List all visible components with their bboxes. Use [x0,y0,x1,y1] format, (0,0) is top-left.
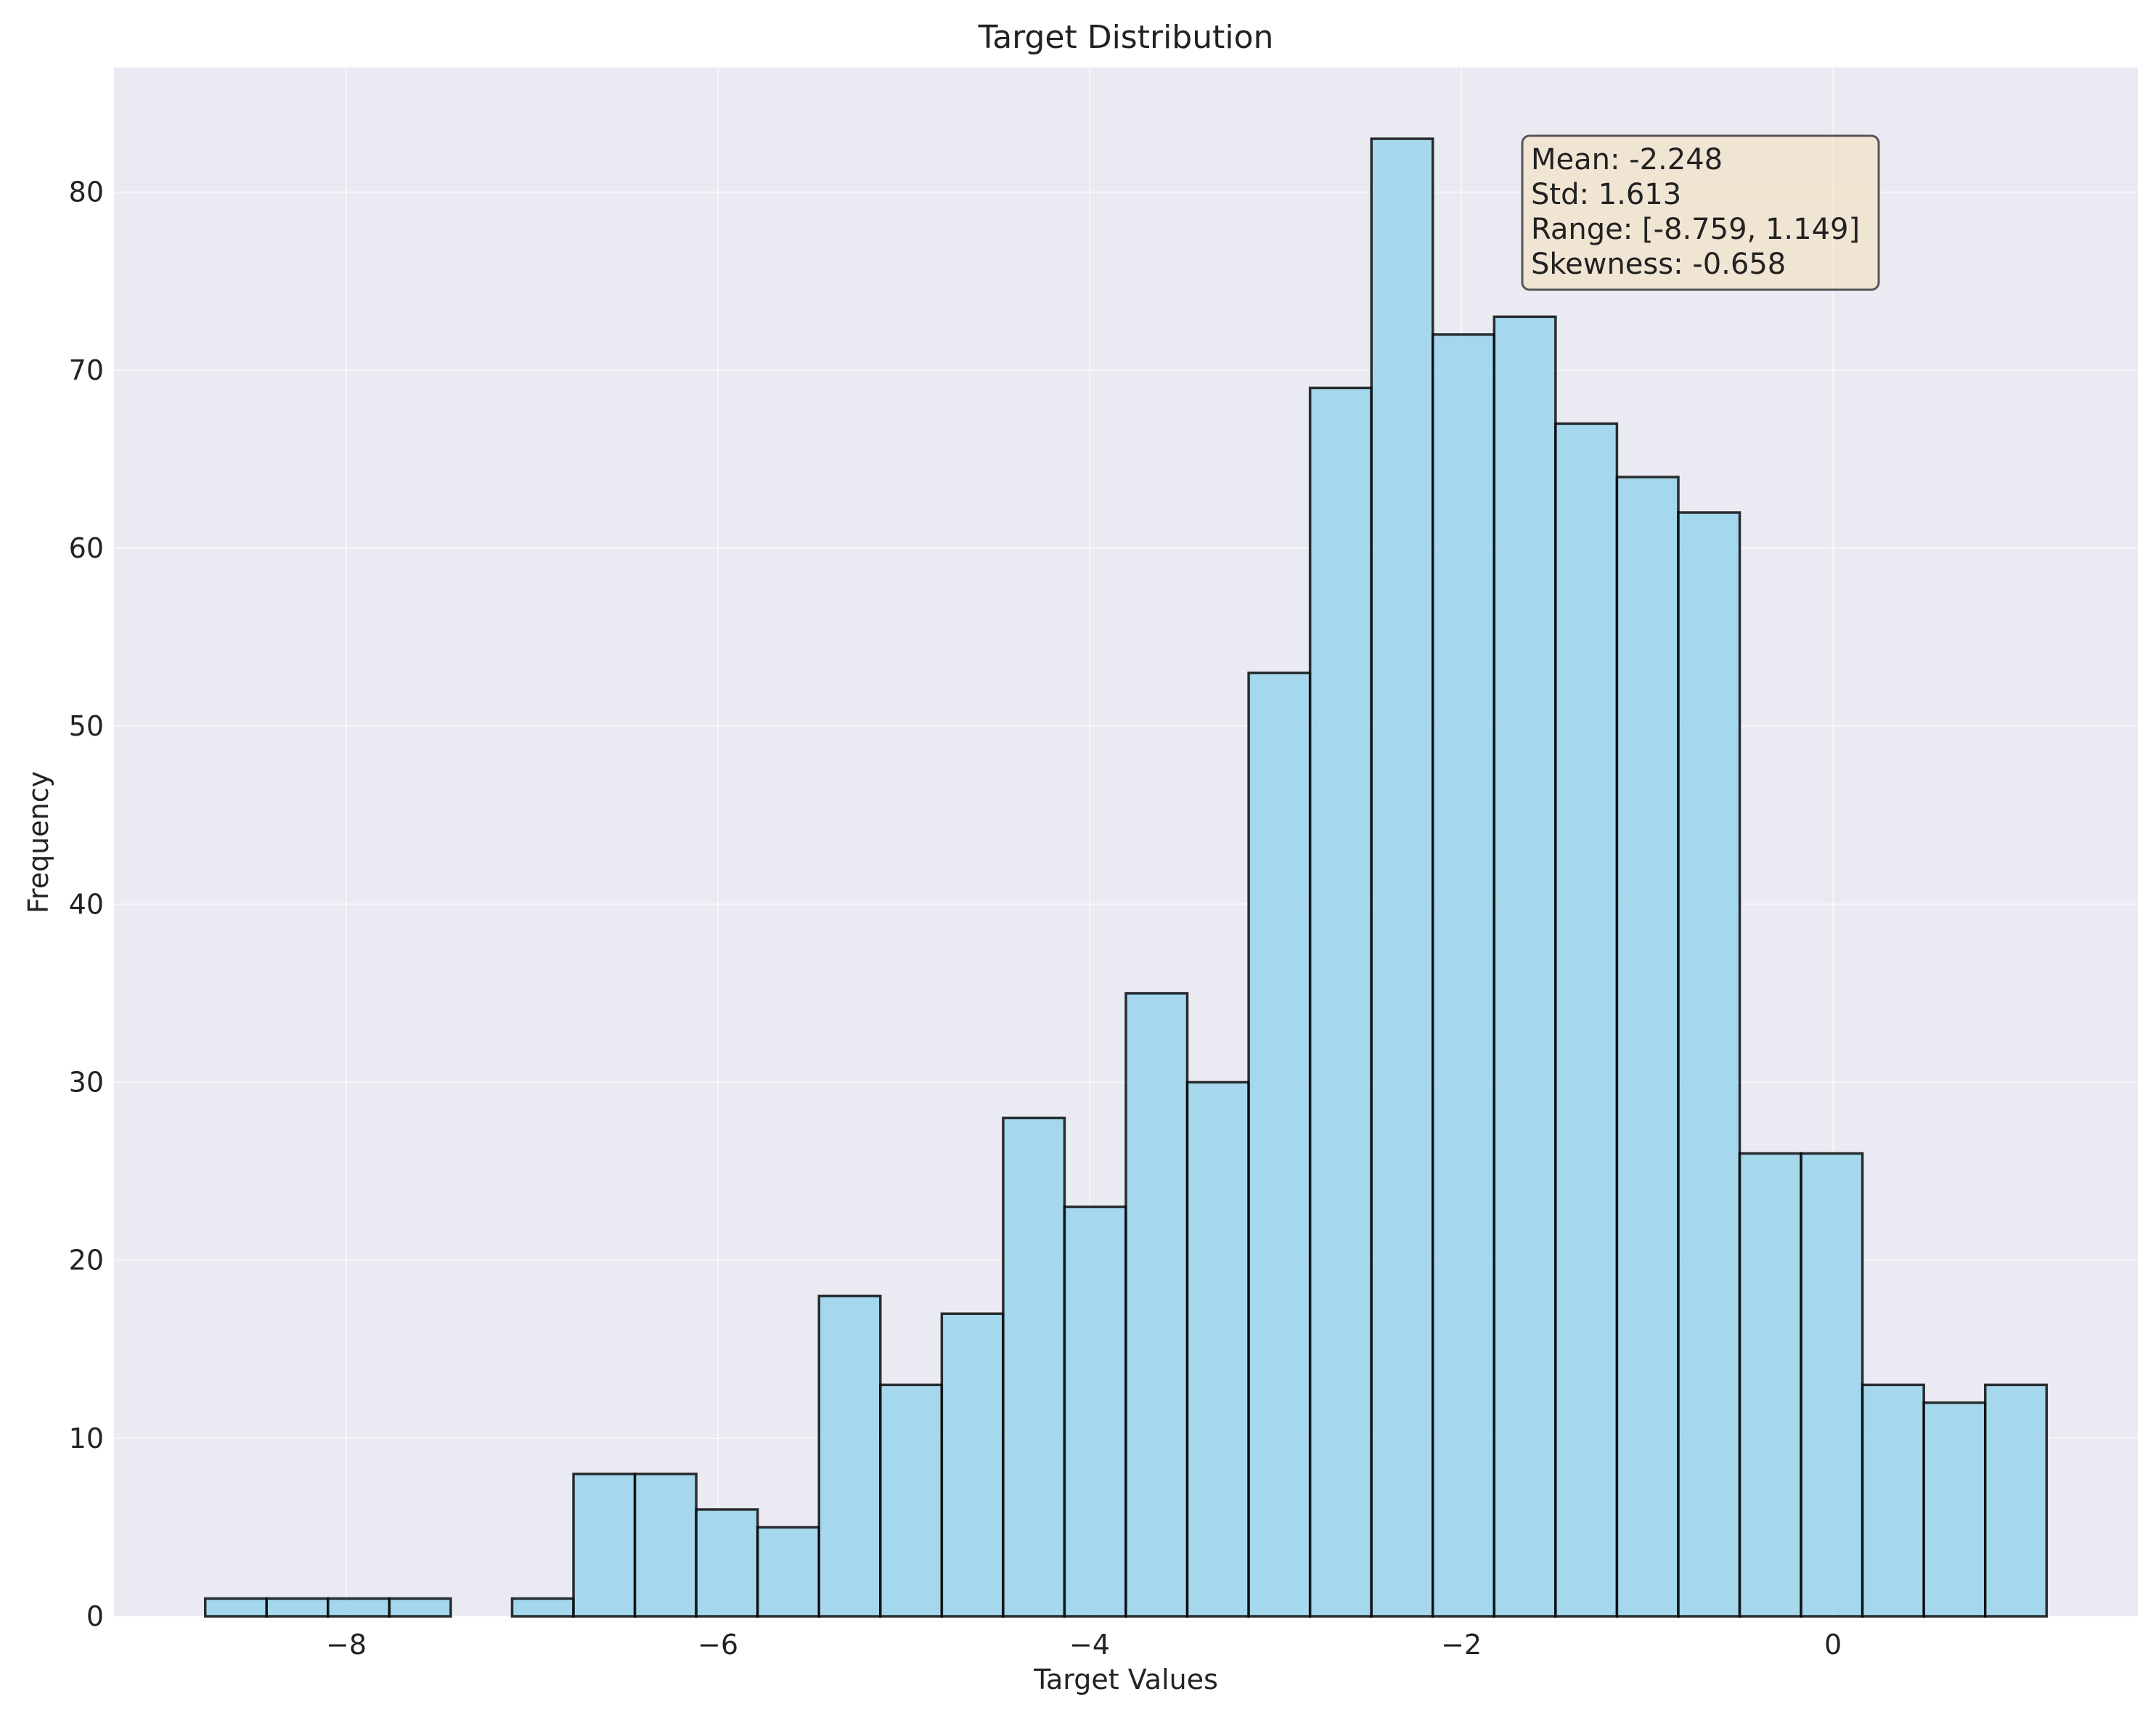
histogram-bar [1554,422,1619,1618]
histogram-bar [1370,137,1434,1618]
histogram-bar [1247,671,1312,1618]
histogram-bar [572,1473,637,1618]
y-tick-label: 70 [69,354,104,386]
stats-mean: Mean: -2.248 [1531,143,1723,176]
y-tick-label: 50 [69,710,104,742]
histogram-bar [1615,476,1680,1618]
histogram-bar [1922,1401,1987,1618]
histogram-bar [1861,1383,1925,1618]
y-tick-label: 80 [69,176,104,208]
histogram-bar [1124,992,1189,1618]
y-tick-label: 10 [69,1422,104,1454]
histogram-bar [1185,1080,1250,1618]
grid [114,68,2138,1617]
histogram-bar [388,1597,452,1618]
histogram-bar [1432,333,1496,1618]
chart-title: Target Distribution [978,19,1274,56]
y-axis-ticks: 0 10 20 30 40 50 60 70 80 [69,176,104,1632]
histogram-bar [265,1597,330,1618]
histogram-bar [1308,386,1373,1618]
x-tick-label: −6 [698,1629,738,1661]
y-tick-label: 30 [69,1066,104,1098]
histogram-bar [817,1294,882,1618]
histogram-bar [879,1383,944,1618]
histogram-bar [1002,1116,1066,1618]
x-tick-label: −2 [1441,1629,1482,1661]
stats-range: Range: [-8.759, 1.149] [1531,213,1860,246]
histogram-bar [756,1526,820,1618]
histogram-bar [510,1597,575,1618]
stats-box [1521,134,1880,291]
x-axis-label: Target Values [1033,1664,1218,1695]
histogram-bar [1063,1205,1127,1618]
histogram-bar [1983,1383,2049,1618]
histogram-bar [203,1597,269,1618]
histogram-bar [1738,1152,1802,1618]
y-tick-label: 20 [69,1245,104,1277]
histogram-bar [1493,315,1557,1618]
histogram-bar [1677,511,1741,1618]
y-axis-label: Frequency [23,771,54,913]
y-tick-label: 0 [86,1600,104,1632]
bars [203,137,2049,1618]
x-axis-ticks: −8 −6 −4 −2 0 [326,1629,1842,1661]
stats-annotation: Mean: -2.248 Std: 1.613 Range: [-8.759, … [1521,134,1880,291]
histogram-bar [633,1473,698,1618]
histogram-bar [695,1508,759,1618]
stats-skewness: Skewness: -0.658 [1531,248,1786,281]
x-tick-label: −4 [1069,1629,1110,1661]
histogram-bar [940,1312,1005,1618]
y-tick-label: 60 [69,532,104,564]
y-tick-label: 40 [69,888,104,920]
x-tick-label: 0 [1824,1629,1842,1661]
histogram-bar [1800,1152,1864,1618]
x-tick-label: −8 [326,1629,367,1661]
histogram-bar [327,1597,391,1618]
stats-std: Std: 1.613 [1531,178,1681,211]
